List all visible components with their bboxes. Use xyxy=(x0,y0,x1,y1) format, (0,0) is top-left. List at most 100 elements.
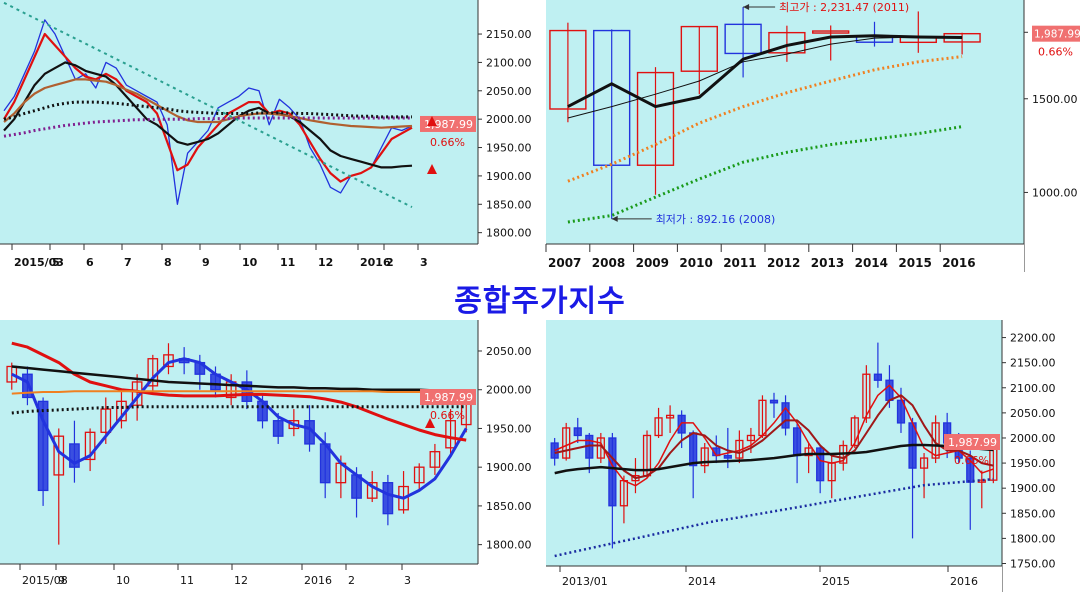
candle-body xyxy=(804,447,813,457)
series-ma-20 xyxy=(11,341,467,442)
series-ma-60 xyxy=(11,365,467,392)
series-ma-5 xyxy=(567,36,963,119)
x-tick-label: 12 xyxy=(318,256,333,269)
candle-body xyxy=(862,373,871,419)
candle-body xyxy=(931,422,940,459)
daily-chart: 2150.00 2100.00 2050.00 2000.00 1950.00 1900.… xyxy=(0,0,540,272)
page-title: 종합주가지수 xyxy=(454,284,626,319)
series-ma-10 xyxy=(567,55,963,183)
x-tick-label: 3 xyxy=(420,256,428,269)
x-tick-label: 2009 xyxy=(636,256,669,270)
x-tick-label: 3 xyxy=(404,574,411,587)
x-tick-label: 12 xyxy=(234,574,248,587)
candle-body xyxy=(700,447,709,467)
x-tick-label: 8 xyxy=(164,256,172,269)
candle-body xyxy=(966,457,975,483)
x-tick-label: 2013/01 xyxy=(562,575,608,588)
x-axis-area xyxy=(546,244,1024,272)
x-tick-label: 2015/08 xyxy=(22,574,68,587)
series-group xyxy=(3,1,413,208)
y-tick-label: 1750.00 xyxy=(1010,557,1056,570)
candle-body xyxy=(382,482,394,515)
x-tick-label: 2015 xyxy=(822,575,850,588)
up-arrow-icon xyxy=(427,116,437,126)
series-ma-120 xyxy=(11,390,467,395)
annotation-arrow-icon xyxy=(743,4,750,11)
x-tick-label: 2 xyxy=(386,256,394,269)
series-ma-mid xyxy=(3,61,413,169)
candle-body xyxy=(665,414,675,419)
y-tick-label: 1000.00 xyxy=(1032,186,1078,199)
candle-body xyxy=(654,417,663,437)
candle-body xyxy=(84,431,96,461)
change-label: 0.66% xyxy=(1038,46,1073,59)
price-tag xyxy=(420,389,476,406)
y-tick-label: 2100.00 xyxy=(1010,382,1056,395)
x-tick-label: 2014 xyxy=(688,575,716,588)
x-tick-label: 2008 xyxy=(592,256,625,270)
candle-body xyxy=(608,437,617,507)
y-axis-area xyxy=(1024,0,1080,272)
y-tick-label: 1950.00 xyxy=(486,422,532,435)
change-label: 0.66% xyxy=(954,454,989,467)
series-ma-5 xyxy=(554,394,994,480)
candle-body xyxy=(413,466,425,484)
series-ma-long xyxy=(3,78,413,129)
candle-body xyxy=(724,23,762,55)
y-tick-label: 2200.00 xyxy=(1010,332,1056,345)
yearly-chart-panel: 2000.001500.001000.002007200820092010201… xyxy=(540,0,1080,272)
y-tick-label: 1950.00 xyxy=(1010,457,1056,470)
x-tick-label: 2016 xyxy=(304,574,332,587)
y-tick-label: 2100.00 xyxy=(486,56,532,69)
series-group xyxy=(550,342,998,558)
yearly-chart: 2000.001500.001000.002007200820092010201… xyxy=(540,0,1080,272)
series-ma-20 xyxy=(567,125,963,224)
monthly-chart-panel: 2200.00 2150.00 2100.00 2050.00 2000.00 1950.… xyxy=(540,320,1080,592)
plot-area xyxy=(0,0,478,244)
y-tick-label: 2050.00 xyxy=(486,85,532,98)
price-tag-label: 1,987.99 xyxy=(424,118,473,131)
series-group xyxy=(6,341,472,545)
candle-body xyxy=(636,71,675,166)
x-tick-label: 7 xyxy=(124,256,132,269)
plot-area xyxy=(546,320,1002,566)
x-axis-area xyxy=(0,564,478,592)
candle-body xyxy=(445,420,456,449)
candle-body xyxy=(550,442,559,459)
y-tick-label: 1900.00 xyxy=(486,170,532,183)
x-tick-label: 10 xyxy=(116,574,130,587)
series-ma-240 xyxy=(11,405,467,415)
y-tick-label: 1950.00 xyxy=(486,142,532,155)
low-annotation: 최저가 : 892.16 (2008) xyxy=(656,213,776,226)
x-tick-label: 2010 xyxy=(679,256,712,270)
monthly-chart: 2200.00 2150.00 2100.00 2050.00 2000.00 1950.… xyxy=(546,320,1080,592)
change-label: 0.66% xyxy=(430,136,465,149)
x-tick-label: 9 xyxy=(202,256,210,269)
daily-chart-panel: 2150.00 2100.00 2050.00 2000.00 1950.00 1900.… xyxy=(0,0,540,272)
annotation-arrow-icon xyxy=(611,215,618,222)
candle-body xyxy=(549,29,587,110)
price-tag-label: 1,987.99 xyxy=(424,391,473,404)
plot-area xyxy=(0,320,478,564)
up-arrow-icon xyxy=(427,164,437,174)
y-tick-label: 2000.00 xyxy=(486,384,532,397)
candle-body xyxy=(769,399,779,404)
x-tick-label: 2016 xyxy=(950,575,978,588)
x-tick-label: 5 xyxy=(52,256,60,269)
x-tick-label: 6 xyxy=(86,256,94,269)
y-tick-label: 2050.00 xyxy=(1010,407,1056,420)
y-axis-area xyxy=(478,0,540,244)
x-tick-label: 2015/03 xyxy=(14,256,64,269)
up-arrow-icon xyxy=(425,418,435,428)
series-ma-3 xyxy=(567,34,963,109)
price-tag xyxy=(1032,25,1080,42)
candle-body xyxy=(573,427,582,437)
candle-body xyxy=(680,25,718,72)
y-tick-label: 1900.00 xyxy=(1010,482,1056,495)
title-band xyxy=(0,272,1080,318)
candle-body xyxy=(850,417,859,447)
left-gutter xyxy=(540,0,546,272)
y-tick-label: 2000.00 xyxy=(1010,432,1056,445)
candle-body xyxy=(69,443,80,468)
x-tick-label: 9 xyxy=(58,574,65,587)
